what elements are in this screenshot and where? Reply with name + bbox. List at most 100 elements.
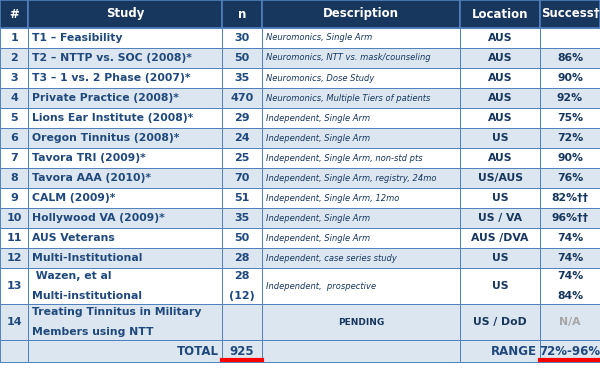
Text: AUS: AUS [488,33,512,43]
Bar [540,208,600,228]
Text: Hollywood VA (2009)*: Hollywood VA (2009)* [32,213,164,223]
Text: Independent,  prospective: Independent, prospective [266,282,376,290]
Text: 75%: 75% [557,113,583,123]
Bar [222,48,262,68]
Text: 3: 3 [10,73,18,83]
Text: 5: 5 [10,113,18,123]
Bar [262,208,460,228]
Text: Members using NTT: Members using NTT [32,327,154,337]
Text: 74%: 74% [557,271,583,281]
Bar [28,88,222,108]
Bar [0,304,28,340]
Text: 90%: 90% [557,153,583,163]
Text: US: US [492,281,508,291]
Text: 35: 35 [235,213,250,223]
Text: AUS: AUS [488,113,512,123]
Text: 28: 28 [235,253,250,263]
Text: Independent, Single Arm, non-std pts: Independent, Single Arm, non-std pts [266,154,422,162]
Bar [28,188,222,208]
Text: Treating Tinnitus in Military: Treating Tinnitus in Military [32,307,202,317]
Text: Oregon Tinnitus (2008)*: Oregon Tinnitus (2008)* [32,133,179,143]
Bar [262,228,460,248]
Bar [262,108,460,128]
Text: (12): (12) [229,291,255,301]
Text: 2: 2 [10,53,18,63]
Bar [460,88,540,108]
Text: 35: 35 [235,73,250,83]
Bar [460,340,540,362]
Text: Description: Description [323,7,399,20]
Text: 4: 4 [10,93,18,103]
Bar [222,188,262,208]
Bar [460,68,540,88]
Text: 13: 13 [7,281,22,291]
Text: Neuromonics, Dose Study: Neuromonics, Dose Study [266,73,374,82]
Bar [0,228,28,248]
Text: 24: 24 [234,133,250,143]
Text: 82%††: 82%†† [551,193,589,203]
Bar [28,168,222,188]
Text: AUS: AUS [488,53,512,63]
Bar [222,68,262,88]
Bar [460,108,540,128]
Text: 72%-96%: 72%-96% [539,345,600,358]
Text: AUS: AUS [488,73,512,83]
Text: 1: 1 [10,33,18,43]
Text: T3 – 1 vs. 2 Phase (2007)*: T3 – 1 vs. 2 Phase (2007)* [32,73,190,83]
Text: 74%: 74% [557,233,583,243]
Text: Independent, case series study: Independent, case series study [266,253,397,263]
Text: Neuromonics, Multiple Tiers of patients: Neuromonics, Multiple Tiers of patients [266,93,430,102]
Text: TOTAL: TOTAL [176,345,218,358]
Text: AUS Veterans: AUS Veterans [32,233,115,243]
Bar [540,228,600,248]
Bar [262,248,460,268]
Text: US / VA: US / VA [478,213,522,223]
Text: Tavora TRI (2009)*: Tavora TRI (2009)* [32,153,146,163]
Bar [222,28,262,48]
Text: 28: 28 [235,271,250,281]
Text: US / DoD: US / DoD [473,317,527,327]
Bar [460,168,540,188]
Bar [540,268,600,304]
Bar [540,68,600,88]
Bar [460,28,540,48]
Bar [222,304,262,340]
Text: Multi-Institutional: Multi-Institutional [32,253,142,263]
Bar [540,0,600,28]
Bar [222,248,262,268]
Text: 9: 9 [10,193,18,203]
Bar [0,340,28,362]
Text: 14: 14 [6,317,22,327]
Text: n: n [238,7,246,20]
Bar [222,88,262,108]
Bar [222,208,262,228]
Bar [460,268,540,304]
Text: 11: 11 [7,233,22,243]
Bar [0,128,28,148]
Text: T1 – Feasibility: T1 – Feasibility [32,33,122,43]
Text: 6: 6 [10,133,18,143]
Text: 86%: 86% [557,53,583,63]
Bar [540,248,600,268]
Text: Independent, Single Arm, registry, 24mo: Independent, Single Arm, registry, 24mo [266,174,436,183]
Bar [460,0,540,28]
Bar [460,188,540,208]
Bar [0,48,28,68]
Text: Independent, Single Arm: Independent, Single Arm [266,114,370,122]
Text: 925: 925 [230,345,254,358]
Text: AUS: AUS [488,153,512,163]
Text: 7: 7 [10,153,18,163]
Text: AUS /DVA: AUS /DVA [472,233,529,243]
Bar [28,68,222,88]
Bar [28,268,222,304]
Text: 470: 470 [230,93,254,103]
Text: CALM (2009)*: CALM (2009)* [32,193,115,203]
Bar [28,228,222,248]
Bar [460,128,540,148]
Text: 90%: 90% [557,73,583,83]
Text: 96%††: 96%†† [551,213,589,223]
Text: Independent, Single Arm: Independent, Single Arm [266,233,370,243]
Text: US: US [492,133,508,143]
Text: RANGE: RANGE [490,345,536,358]
Text: Location: Location [472,7,529,20]
